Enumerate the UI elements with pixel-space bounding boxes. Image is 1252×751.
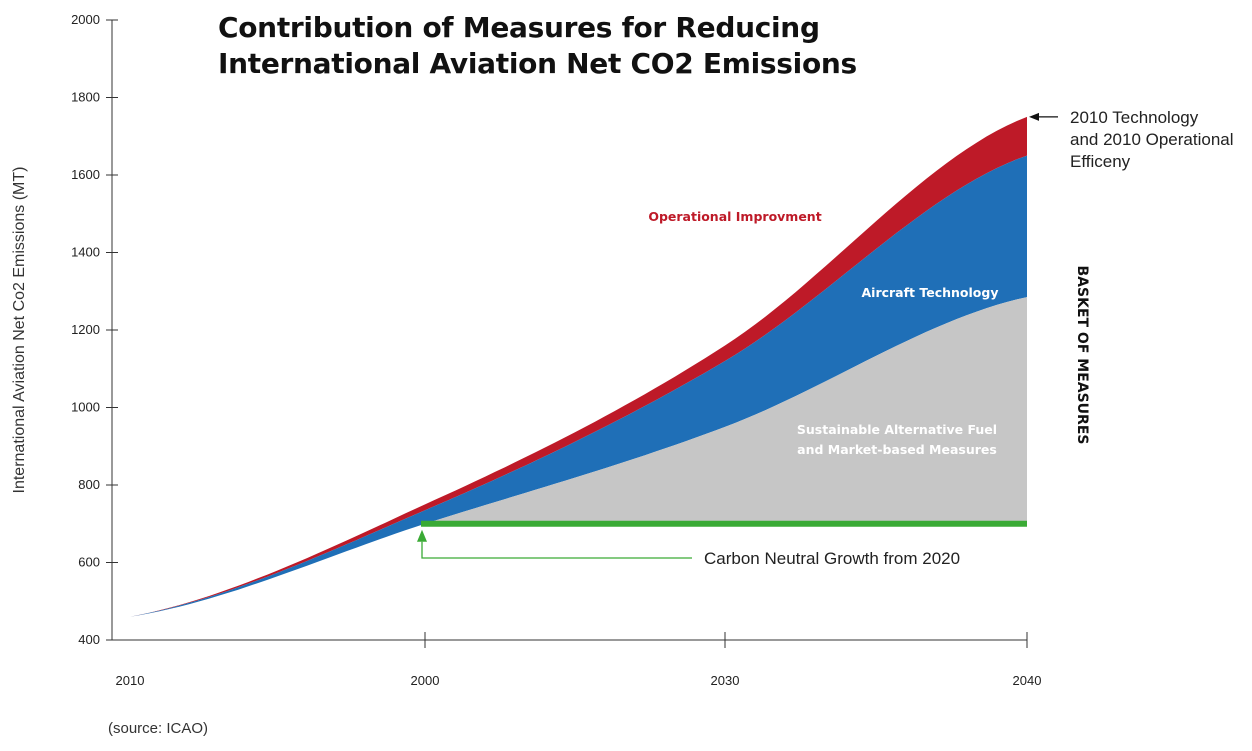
x-tick-label-2040: 2040 bbox=[1013, 673, 1042, 688]
chart-axes: 2000 1800 1600 1400 1200 1000 800 600 400 2010 200… bbox=[71, 12, 1041, 688]
annotation-2010-technology: 2010 Technology and 2010 Operational Eff… bbox=[1070, 107, 1234, 173]
y-tick-label-1000: 1000 bbox=[71, 400, 100, 415]
annotation-line3: Efficeny bbox=[1070, 152, 1131, 171]
chart-title-line1: Contribution of Measures for Reducing bbox=[218, 11, 820, 44]
chart-title: Contribution of Measures for Reducing In… bbox=[218, 10, 857, 82]
chart-title-line2: International Aviation Net CO2 Emissions bbox=[218, 47, 857, 80]
area-series bbox=[130, 116, 1027, 617]
carbon-neutral-label: Carbon Neutral Growth from 2020 bbox=[704, 549, 961, 568]
y-tick-label-2000: 2000 bbox=[71, 12, 100, 27]
y-tick-label-400: 400 bbox=[78, 632, 100, 647]
area-sustainable-fuel bbox=[130, 297, 1027, 524]
y-tick-label-1400: 1400 bbox=[71, 245, 100, 260]
series-label-sustainable-line1: Sustainable Alternative Fuel bbox=[797, 422, 997, 437]
carbon-neutral-pointer bbox=[421, 541, 692, 559]
top-pointer-arrowhead bbox=[1029, 112, 1039, 121]
x-tick-label-2010: 2010 bbox=[116, 673, 145, 688]
annotation-line1: 2010 Technology bbox=[1070, 108, 1199, 127]
series-label-sustainable-line2: and Market-based Measures bbox=[797, 442, 997, 457]
x-tick-label-2030: 2030 bbox=[711, 673, 740, 688]
annotation-carbon-neutral: Carbon Neutral Growth from 2020 bbox=[704, 548, 960, 570]
y-tick-label-800: 800 bbox=[78, 477, 100, 492]
y-tick-label-1800: 1800 bbox=[71, 90, 100, 105]
series-label-operational: Operational Improvment bbox=[648, 209, 821, 224]
chart-annotations bbox=[417, 112, 1058, 559]
source-note: (source: ICAO) bbox=[108, 720, 209, 737]
y-tick-label-600: 600 bbox=[78, 555, 100, 570]
x-tick-label-2000: 2000 bbox=[411, 673, 440, 688]
annotation-line2: and 2010 Operational bbox=[1070, 130, 1234, 149]
series-label-aircraft: Aircraft Technology bbox=[861, 285, 998, 300]
carbon-neutral-line bbox=[421, 520, 1027, 527]
carbon-neutral-arrowhead bbox=[417, 529, 427, 542]
y-tick-label-1200: 1200 bbox=[71, 322, 100, 337]
basket-of-measures-text: BASKET OF MEASURES bbox=[1074, 265, 1090, 445]
y-tick-label-1600: 1600 bbox=[71, 167, 100, 182]
y-axis-label-text: International Aviation Net Co2 Emissions… bbox=[11, 166, 28, 494]
